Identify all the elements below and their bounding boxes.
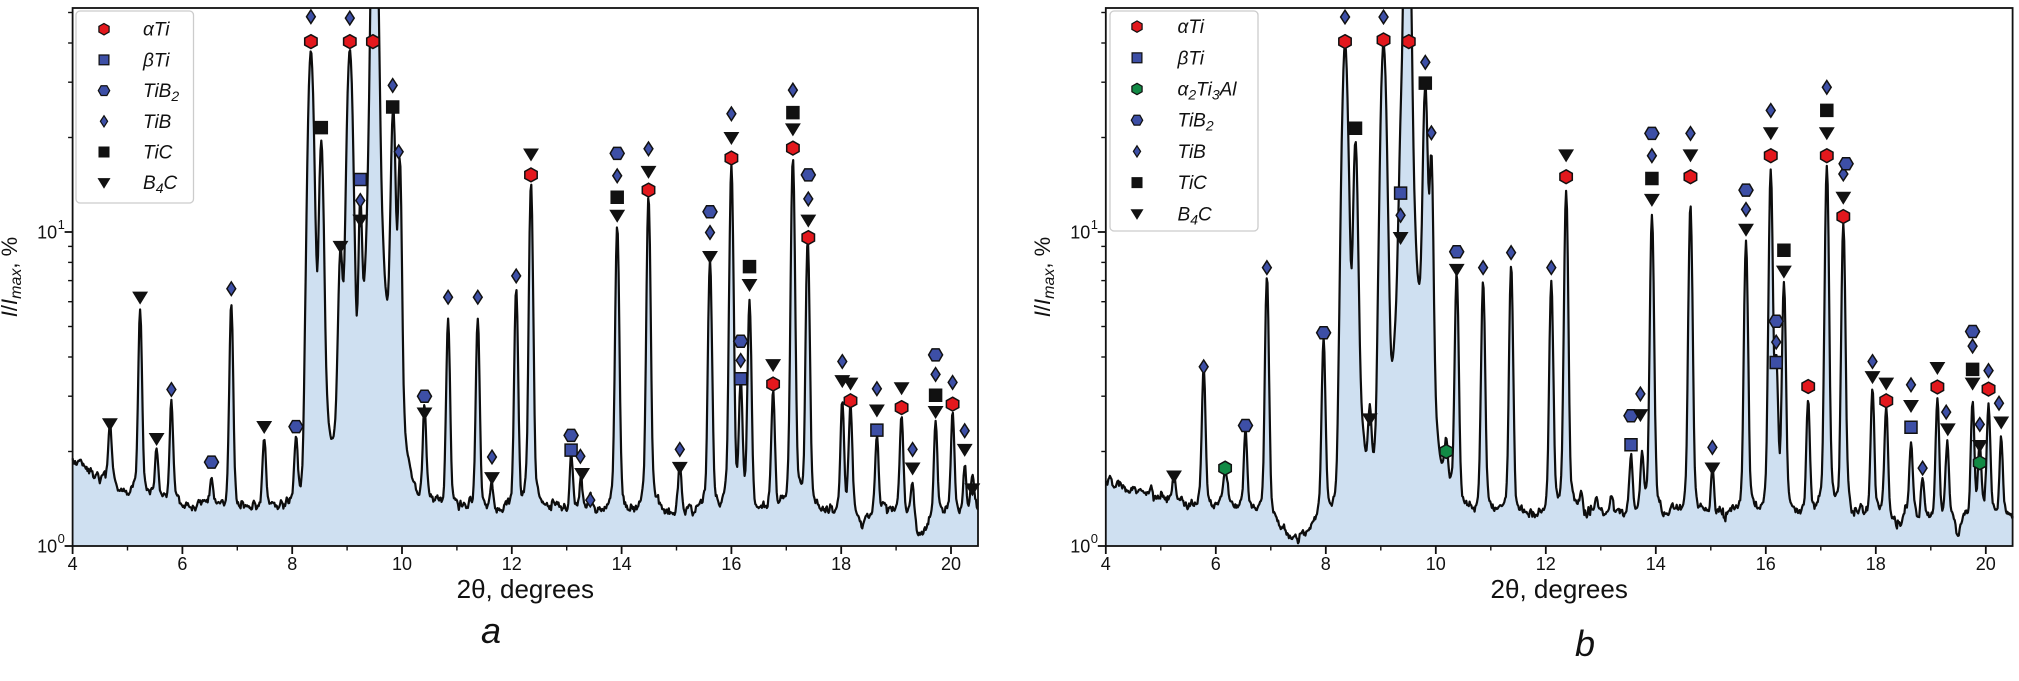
svg-text:TiB2: TiB2 [1178,111,1214,134]
svg-text:10: 10 [37,537,57,557]
svg-text:TiC: TiC [143,143,173,164]
svg-text:12: 12 [502,554,522,574]
svg-text:α2Ti3Al: α2Ti3Al [1178,80,1238,103]
svg-text:20: 20 [1976,554,1996,574]
svg-text:B4C: B4C [143,173,177,196]
svg-text:B4C: B4C [1178,204,1212,227]
svg-text:a: a [481,610,501,651]
svg-text:12: 12 [1536,554,1556,574]
svg-text:0: 0 [1091,531,1098,546]
svg-text:16: 16 [1756,554,1776,574]
svg-text:10: 10 [37,223,57,243]
svg-text:20: 20 [941,554,961,574]
svg-text:TiB: TiB [143,112,172,133]
svg-text:14: 14 [1646,554,1666,574]
svg-text:1: 1 [1091,217,1098,232]
svg-text:αTi: αTi [143,20,170,41]
svg-text:10: 10 [1070,537,1090,557]
svg-text:TiC: TiC [1178,173,1208,194]
svg-text:8: 8 [1321,554,1331,574]
svg-text:18: 18 [831,554,851,574]
svg-text:6: 6 [1211,554,1221,574]
svg-text:6: 6 [177,554,187,574]
svg-text:0: 0 [58,531,65,546]
svg-text:18: 18 [1866,554,1886,574]
svg-text:I/Imax, %: I/Imax, % [0,237,25,317]
svg-text:2θ, degrees: 2θ, degrees [457,574,594,604]
svg-text:4: 4 [1101,554,1111,574]
svg-text:αTi: αTi [1178,17,1205,38]
svg-text:TiB2: TiB2 [143,81,179,104]
svg-text:10: 10 [392,554,412,574]
svg-text:10: 10 [1070,223,1090,243]
svg-text:14: 14 [612,554,632,574]
svg-text:8: 8 [287,554,297,574]
svg-text:10: 10 [1426,554,1446,574]
svg-text:βTi: βTi [142,50,170,71]
svg-text:4: 4 [68,554,78,574]
svg-text:16: 16 [721,554,741,574]
svg-text:b: b [1575,623,1595,664]
svg-text:βTi: βTi [1177,48,1205,69]
svg-text:2θ, degrees: 2θ, degrees [1491,574,1628,604]
svg-text:TiB: TiB [1178,142,1207,163]
svg-text:I/Imax, %: I/Imax, % [1030,237,1058,317]
svg-text:1: 1 [58,217,65,232]
